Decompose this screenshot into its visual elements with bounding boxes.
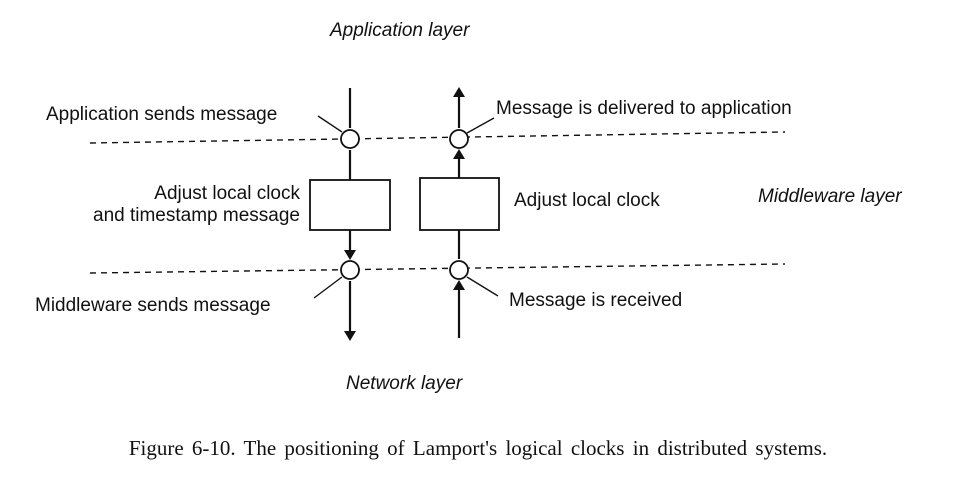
adjust-clock-timestamp-label: Adjust local clock and timestamp message [40,183,300,227]
middleware-layer-label: Middleware layer [758,186,902,207]
timestamp-message-line2: and timestamp message [93,204,300,226]
leader-message-delivered [466,117,495,134]
leader-application-sends [317,115,343,133]
right-top-event-circle [449,129,469,149]
message-delivered-label: Message is delivered to application [496,98,792,119]
adjust-clock-line1: Adjust local clock [154,183,300,204]
leader-message-received [466,276,499,297]
application-layer-label: Application layer [330,20,470,41]
figure-caption: Figure 6-10. The positioning of Lamport'… [128,436,828,460]
right-bottom-event-circle [449,260,469,280]
adjust-local-clock-label: Adjust local clock [514,190,660,211]
left-bottom-event-circle [340,260,360,280]
network-layer-label: Network layer [346,373,463,394]
message-received-label: Message is received [509,290,683,311]
leader-middleware-sends [313,276,343,299]
application-sends-message-label: Application sends message [46,104,278,125]
left-clock-box [309,179,391,231]
left-top-event-circle [340,129,360,149]
middleware-sends-message-label: Middleware sends message [35,295,271,316]
upper-layer-boundary [89,131,786,144]
lower-layer-boundary [89,263,786,274]
right-clock-box [419,177,500,231]
